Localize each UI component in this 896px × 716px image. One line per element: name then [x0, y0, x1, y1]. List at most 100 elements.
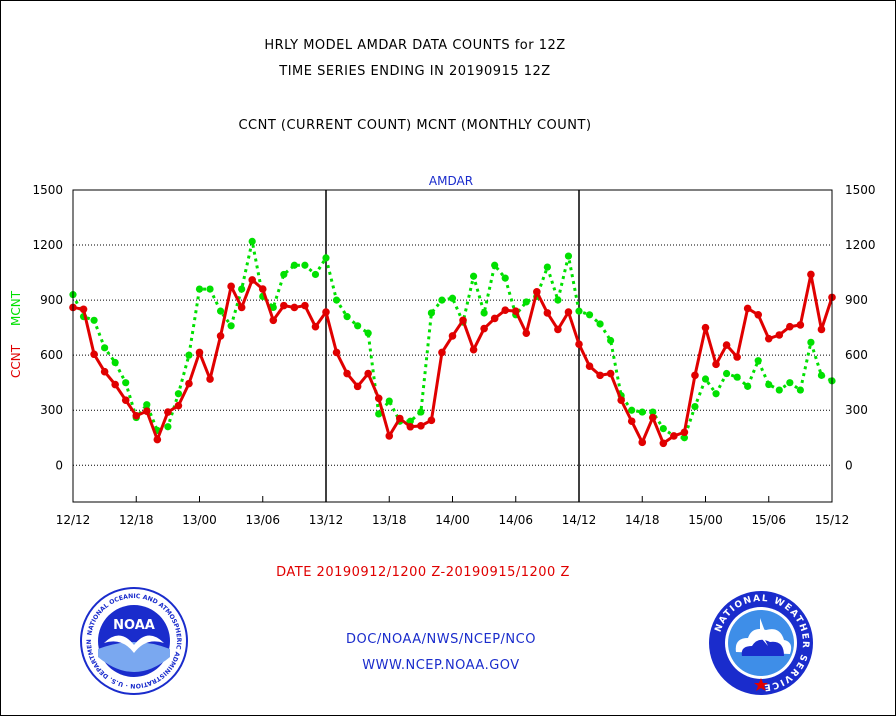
x-tick-label: 12/18	[119, 513, 154, 527]
data-point-ccnt	[564, 308, 573, 316]
data-point-ccnt	[311, 322, 320, 331]
data-point-ccnt	[722, 341, 731, 349]
data-point-mcnt	[332, 296, 341, 304]
y-axis-title: CCNT MCNT	[9, 290, 23, 378]
data-point-mcnt	[607, 336, 615, 345]
data-point-ccnt	[332, 348, 341, 357]
y-tick-label-right: 300	[845, 403, 868, 417]
data-point-mcnt	[216, 307, 225, 315]
data-point-ccnt	[606, 369, 615, 378]
data-point-ccnt	[585, 362, 594, 370]
data-point-ccnt	[754, 311, 763, 319]
data-point-mcnt	[638, 408, 646, 416]
data-point-mcnt	[628, 406, 636, 414]
data-point-mcnt	[248, 237, 256, 245]
data-point-ccnt	[659, 439, 668, 448]
data-point-ccnt	[301, 301, 309, 310]
grid-layer	[73, 190, 832, 502]
x-tick-label: 14/00	[435, 513, 470, 527]
data-point-mcnt	[680, 434, 689, 442]
data-point-mcnt	[585, 311, 594, 319]
x-tick-label: 13/06	[245, 513, 280, 527]
data-point-ccnt	[164, 408, 172, 416]
data-point-ccnt	[448, 332, 457, 340]
data-point-mcnt	[311, 270, 320, 279]
data-point-ccnt	[417, 422, 425, 430]
data-point-mcnt	[322, 254, 330, 262]
y-tick-label-left: 300	[40, 403, 63, 417]
data-point-mcnt	[343, 313, 351, 321]
data-point-ccnt	[786, 322, 794, 331]
data-point-ccnt	[185, 379, 193, 388]
data-point-ccnt	[280, 301, 288, 310]
data-point-ccnt	[691, 371, 699, 380]
panel-title: AMDAR	[429, 174, 473, 188]
data-point-ccnt	[743, 304, 752, 313]
data-point-mcnt	[596, 320, 604, 328]
data-point-mcnt	[227, 322, 235, 330]
chart-title-line-2: TIME SERIES ENDING IN 20190915 12Z	[279, 64, 551, 79]
data-point-mcnt	[796, 386, 804, 394]
data-point-ccnt	[237, 303, 246, 312]
y-tick-label-right: 0	[845, 458, 853, 472]
data-point-ccnt	[195, 348, 204, 357]
plot-area-border	[72, 189, 833, 503]
data-point-mcnt	[469, 272, 478, 280]
data-point-ccnt	[459, 316, 467, 325]
data-point-mcnt	[564, 252, 573, 260]
data-point-mcnt	[101, 344, 109, 352]
data-point-ccnt	[248, 276, 257, 284]
data-point-mcnt	[111, 358, 119, 367]
data-point-mcnt	[659, 424, 667, 433]
data-point-mcnt	[649, 408, 657, 416]
chart-title-line-1: HRLY MODEL AMDAR DATA COUNTS for 12Z	[264, 38, 566, 53]
series-layer	[69, 237, 836, 448]
data-point-ccnt	[712, 360, 720, 369]
y-tick-label-left: 900	[40, 293, 63, 307]
data-point-mcnt	[164, 423, 172, 431]
data-point-mcnt	[817, 371, 826, 379]
y-axis-title-group: CCNT MCNT	[9, 290, 23, 378]
data-point-ccnt	[427, 416, 436, 425]
data-point-mcnt	[701, 375, 710, 383]
data-point-mcnt	[807, 338, 815, 346]
date-range-label: DATE 20190912/1200 Z-20190915/1200 Z	[276, 565, 570, 580]
data-point-mcnt	[712, 390, 720, 398]
data-point-mcnt	[269, 303, 277, 312]
data-point-mcnt	[480, 309, 488, 317]
data-point-ccnt	[775, 331, 784, 339]
data-point-ccnt	[216, 332, 225, 340]
data-point-ccnt	[501, 306, 510, 315]
noaa-logo-text: NOAA	[113, 618, 155, 633]
data-point-mcnt	[448, 294, 457, 302]
data-point-mcnt	[417, 408, 425, 416]
x-tick-label: 15/00	[688, 513, 723, 527]
data-point-ccnt	[174, 401, 183, 410]
data-point-ccnt	[111, 380, 119, 389]
x-tick-label: 13/00	[182, 513, 217, 527]
data-point-mcnt	[775, 386, 783, 394]
national-weather-service-logo: NATIONAL WEATHER SERVICE	[709, 591, 813, 695]
data-point-mcnt	[522, 298, 530, 306]
data-point-ccnt	[807, 270, 815, 279]
data-point-ccnt	[406, 422, 415, 431]
data-point-ccnt	[374, 394, 383, 403]
data-point-mcnt	[174, 390, 183, 398]
data-point-mcnt	[206, 285, 214, 293]
data-point-ccnt	[90, 350, 98, 359]
data-point-mcnt	[786, 379, 794, 387]
data-point-ccnt	[364, 369, 372, 378]
y-tick-label-left: 0	[55, 458, 63, 472]
data-point-mcnt	[301, 261, 309, 269]
data-point-ccnt	[490, 314, 499, 323]
data-point-mcnt	[491, 261, 499, 269]
data-point-ccnt	[670, 432, 678, 440]
y-tick-label-right: 1200	[845, 238, 876, 252]
data-point-ccnt	[533, 288, 541, 296]
data-point-mcnt	[575, 307, 583, 315]
data-point-mcnt	[195, 285, 204, 293]
data-point-ccnt	[575, 340, 583, 348]
data-point-ccnt	[227, 282, 235, 291]
data-point-ccnt	[322, 308, 330, 316]
website-label: WWW.NCEP.NOAA.GOV	[362, 658, 520, 673]
